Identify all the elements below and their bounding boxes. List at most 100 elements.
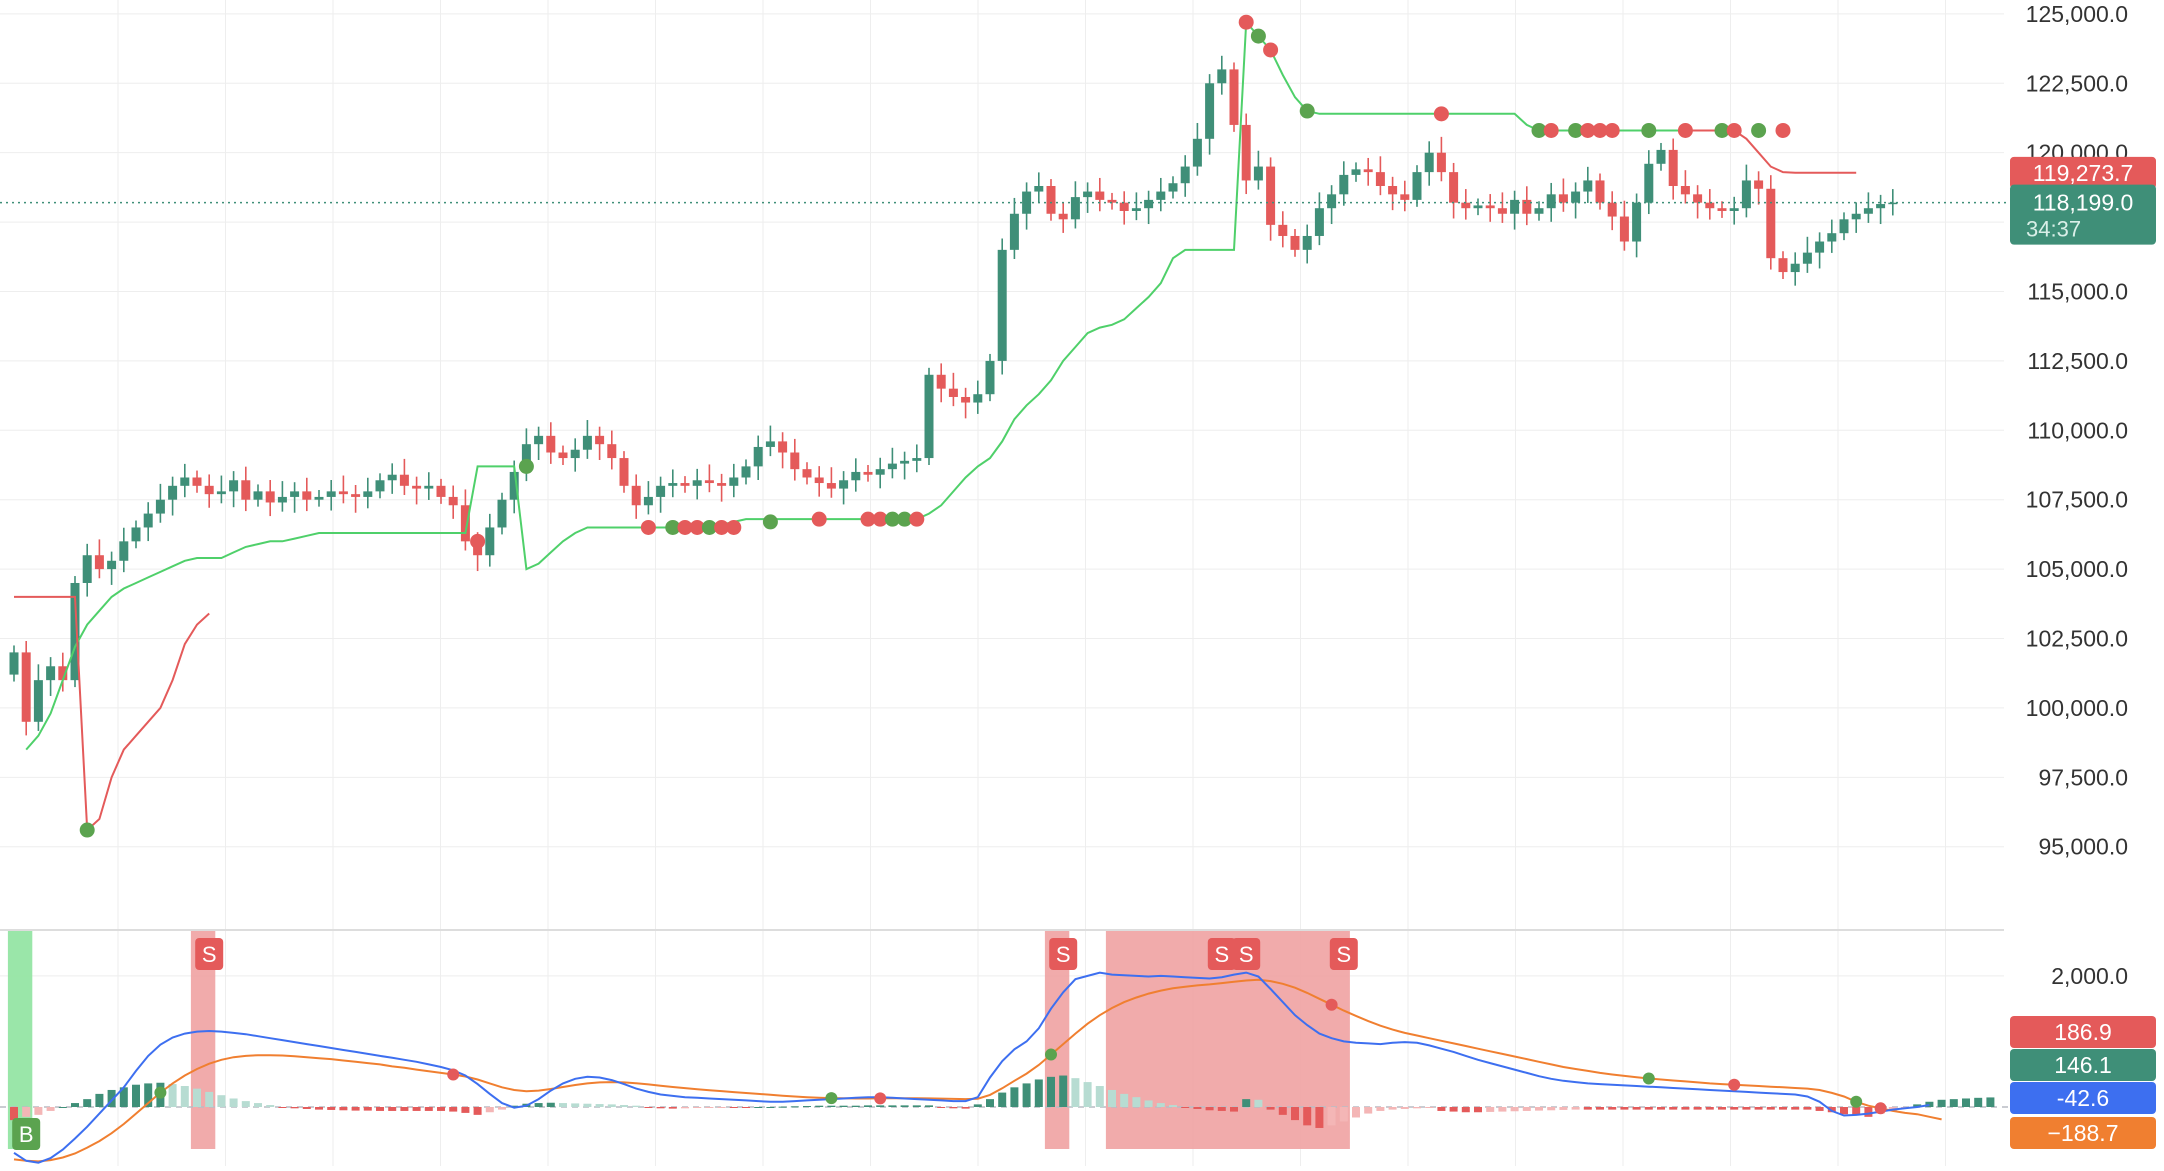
macd-histogram-bar[interactable] bbox=[1437, 1107, 1446, 1111]
candle-body[interactable] bbox=[741, 466, 751, 478]
signal-dot[interactable] bbox=[1433, 106, 1449, 122]
signal-dot[interactable] bbox=[1592, 122, 1608, 138]
macd-histogram-bar[interactable] bbox=[1547, 1107, 1556, 1111]
macd-histogram-bar[interactable] bbox=[461, 1107, 470, 1113]
candle-body[interactable] bbox=[924, 374, 934, 459]
macd-histogram-bar[interactable] bbox=[803, 1106, 811, 1108]
candle-body[interactable] bbox=[1180, 166, 1190, 184]
macd-histogram-bar[interactable] bbox=[1010, 1087, 1019, 1107]
candle-body[interactable] bbox=[314, 496, 324, 500]
macd-histogram-bar[interactable] bbox=[632, 1105, 641, 1107]
macd-histogram-bar[interactable] bbox=[1278, 1107, 1287, 1115]
candle-body[interactable] bbox=[1754, 180, 1764, 189]
sell-marker[interactable] bbox=[1329, 938, 1358, 970]
macd-histogram-bar[interactable] bbox=[656, 1107, 665, 1109]
macd-cross-dot[interactable] bbox=[447, 1068, 460, 1081]
candle-body[interactable] bbox=[1558, 194, 1568, 203]
candle-body[interactable] bbox=[1680, 186, 1690, 195]
candle-body[interactable] bbox=[1388, 186, 1398, 195]
macd-histogram-bar[interactable] bbox=[119, 1087, 128, 1107]
macd-histogram-bar[interactable] bbox=[1718, 1107, 1726, 1110]
candle-body[interactable] bbox=[1241, 124, 1251, 181]
macd-histogram-bar[interactable] bbox=[278, 1107, 287, 1108]
macd-histogram-bar[interactable] bbox=[754, 1107, 763, 1108]
candle-body[interactable] bbox=[1436, 152, 1446, 173]
macd-histogram-bar[interactable] bbox=[876, 1105, 885, 1107]
signal-dot[interactable] bbox=[1568, 122, 1584, 138]
candle-body[interactable] bbox=[875, 469, 885, 475]
candle-body[interactable] bbox=[851, 471, 861, 481]
macd-cross-dot[interactable] bbox=[825, 1092, 838, 1105]
price-pane[interactable] bbox=[0, 14, 2010, 838]
macd-histogram-bar[interactable] bbox=[1852, 1107, 1861, 1116]
candle-body[interactable] bbox=[1839, 219, 1849, 234]
candle-body[interactable] bbox=[155, 499, 165, 514]
macd-histogram-bar[interactable] bbox=[1156, 1103, 1165, 1107]
candle-body[interactable] bbox=[1375, 172, 1385, 186]
signal-dot[interactable] bbox=[714, 519, 730, 535]
signal-dot[interactable] bbox=[518, 458, 534, 474]
candle-body[interactable] bbox=[1815, 241, 1825, 253]
candle-body[interactable] bbox=[802, 469, 812, 478]
macd-histogram-bar[interactable] bbox=[1327, 1107, 1336, 1126]
candle-body[interactable] bbox=[1327, 194, 1337, 209]
sell-marker[interactable] bbox=[1049, 938, 1078, 970]
candle-body[interactable] bbox=[546, 435, 556, 453]
sell-marker[interactable] bbox=[1207, 938, 1236, 970]
candle-body[interactable] bbox=[1656, 149, 1666, 164]
signal-dot[interactable] bbox=[689, 519, 705, 535]
macd-histogram-bar[interactable] bbox=[1034, 1079, 1043, 1107]
macd-histogram-bar[interactable] bbox=[10, 1107, 18, 1121]
candle-body[interactable] bbox=[1192, 138, 1202, 167]
candle-body[interactable] bbox=[936, 374, 946, 389]
signal-dot[interactable] bbox=[884, 511, 900, 527]
macd-histogram-bar[interactable] bbox=[180, 1086, 189, 1107]
candle-body[interactable] bbox=[887, 463, 897, 470]
candle-body[interactable] bbox=[168, 485, 178, 500]
macd-histogram-bar[interactable] bbox=[1742, 1107, 1751, 1110]
macd-histogram-bar[interactable] bbox=[1230, 1107, 1238, 1112]
macd-histogram-bar[interactable] bbox=[71, 1103, 79, 1107]
macd-histogram-bar[interactable] bbox=[1400, 1107, 1409, 1109]
candle-body[interactable] bbox=[1205, 83, 1215, 139]
candle-body[interactable] bbox=[253, 491, 263, 500]
macd-histogram-bar[interactable] bbox=[607, 1104, 616, 1107]
signal-dot[interactable] bbox=[726, 519, 742, 535]
macd-histogram-bar[interactable] bbox=[1217, 1107, 1226, 1111]
macd-histogram-bar[interactable] bbox=[571, 1103, 580, 1107]
candle-body[interactable] bbox=[1131, 208, 1141, 211]
signal-dot[interactable] bbox=[1299, 103, 1315, 119]
macd-histogram-bar[interactable] bbox=[1193, 1107, 1202, 1109]
candle-body[interactable] bbox=[668, 483, 678, 486]
macd-histogram-bar[interactable] bbox=[1925, 1101, 1934, 1107]
macd-pane[interactable]: BS S S S S bbox=[0, 938, 2150, 1164]
macd-histogram-bar[interactable] bbox=[1449, 1107, 1458, 1112]
macd-histogram-bar[interactable] bbox=[1083, 1082, 1092, 1107]
macd-histogram-bar[interactable] bbox=[1974, 1097, 1983, 1107]
candle-body[interactable] bbox=[1729, 208, 1739, 211]
candle-body[interactable] bbox=[1851, 213, 1861, 220]
macd-histogram-bar[interactable] bbox=[717, 1107, 726, 1108]
candle-body[interactable] bbox=[1339, 174, 1349, 195]
candle-body[interactable] bbox=[1485, 205, 1495, 209]
macd-histogram-bar[interactable] bbox=[1047, 1076, 1055, 1107]
macd-cross-dot[interactable] bbox=[874, 1092, 887, 1105]
candle-body[interactable] bbox=[1705, 202, 1715, 209]
candle-body[interactable] bbox=[131, 527, 141, 542]
candle-body[interactable] bbox=[839, 480, 849, 489]
candle-body[interactable] bbox=[448, 496, 458, 506]
macd-histogram-bar[interactable] bbox=[949, 1107, 958, 1109]
signal-dot[interactable] bbox=[860, 511, 876, 527]
macd-histogram-bar[interactable] bbox=[1669, 1107, 1678, 1110]
macd-histogram-bar[interactable] bbox=[729, 1107, 738, 1108]
macd-histogram-bar[interactable] bbox=[473, 1107, 482, 1115]
candle-body[interactable] bbox=[570, 449, 580, 459]
candle-body[interactable] bbox=[717, 483, 727, 486]
macd-histogram-bar[interactable] bbox=[498, 1107, 506, 1110]
candle-body[interactable] bbox=[619, 458, 629, 486]
macd-histogram-bar[interactable] bbox=[595, 1104, 604, 1107]
macd-histogram-bar[interactable] bbox=[546, 1102, 555, 1107]
macd-histogram-bar[interactable] bbox=[790, 1106, 799, 1108]
macd-histogram-bar[interactable] bbox=[1803, 1107, 1812, 1110]
